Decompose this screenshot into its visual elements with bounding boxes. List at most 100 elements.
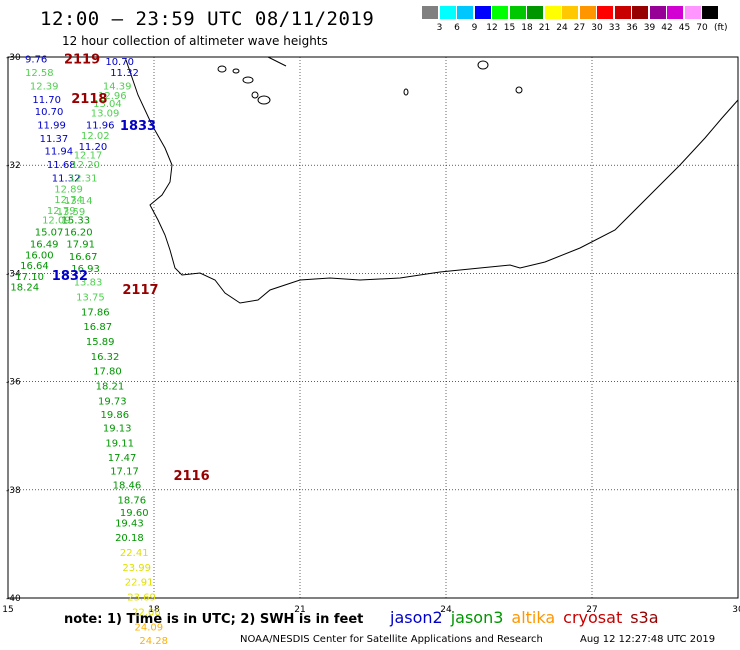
colorbar-label: 33 (608, 23, 621, 33)
colorbar-swatch (702, 6, 718, 19)
pass-label: 2119 (64, 52, 100, 67)
x-tick-label: 27 (586, 605, 597, 615)
legend-entry: cryosat (563, 608, 623, 627)
wave-height-value: 17.17 (110, 467, 139, 478)
wave-height-value: 16.64 (20, 261, 49, 272)
wave-height-value: 15.07 (35, 228, 64, 239)
wave-height-value: 22.06 (132, 607, 161, 618)
colorbar-label: 6 (454, 23, 460, 33)
wave-height-value: 23.69 (127, 593, 156, 604)
x-tick-label: 24 (440, 605, 452, 615)
wave-height-value: 11.20 (79, 142, 108, 153)
wave-height-value: 13.83 (74, 277, 103, 288)
wave-height-value: 16.67 (69, 252, 98, 263)
wave-height-value: 16.87 (83, 322, 112, 333)
pass-label: 2117 (122, 283, 158, 298)
wave-height-value: 18.76 (118, 495, 147, 506)
colorbar-swatch (474, 6, 491, 19)
wave-height-value: 13.09 (91, 109, 120, 120)
wave-height-value: 18.24 (10, 283, 39, 294)
colorbar-swatch (509, 6, 526, 19)
island-outline (232, 68, 240, 74)
y-tick-label: -34 (6, 269, 21, 279)
legend-entry: jason2 (390, 608, 443, 627)
wave-height-value: 10.70 (35, 107, 64, 118)
wave-height-value: 14.39 (103, 81, 132, 92)
wave-height-value: 19.60 (120, 508, 149, 519)
colorbar-swatch (649, 6, 666, 19)
wave-height-value: 11.68 (47, 160, 76, 171)
island-outline (217, 65, 227, 73)
legend-entry: s3a (630, 608, 659, 627)
colorbar-swatch (544, 6, 561, 19)
colorbar-label: 27 (573, 23, 586, 33)
wave-height-value: 13.14 (64, 196, 93, 207)
colorbar-label: 12 (486, 23, 498, 33)
colorbar-label: 24 (556, 23, 568, 33)
wave-height-value: 17.80 (93, 367, 122, 378)
wave-height-value: 12.58 (25, 68, 54, 79)
wave-height-value: 19.73 (98, 396, 127, 407)
colorbar-label: 39 (643, 23, 656, 33)
wave-height-value: 19.86 (100, 410, 129, 421)
colorbar-swatch (597, 6, 613, 19)
legend-entry: altika (511, 608, 556, 627)
wave-height-value: 17.10 (15, 272, 44, 283)
wave-height-value: 12.74 (54, 195, 83, 206)
y-tick-label: -40 (6, 594, 21, 604)
wave-height-value: 15.33 (62, 216, 91, 227)
colorbar-swatch (579, 6, 596, 19)
wave-height-value: 12.02 (81, 131, 110, 142)
wave-height-value: 17.47 (108, 453, 137, 464)
island-outline (242, 76, 254, 84)
wave-height-value: 12.17 (74, 151, 103, 162)
wave-height-value: 19.13 (103, 423, 132, 434)
credit-text: NOAA/NESDIS Center for Satellite Applica… (240, 634, 543, 645)
wave-height-value: 11.70 (32, 95, 61, 106)
wave-height-value: 11.32 (52, 173, 81, 184)
wave-height-value: 22.41 (120, 548, 149, 559)
colorbar-label: 15 (503, 23, 516, 33)
wave-height-value: 10.70 (105, 57, 134, 68)
island-outline (251, 91, 259, 99)
colorbar-swatch (667, 6, 683, 19)
wave-height-value: 11.37 (40, 134, 69, 145)
colorbar-swatch (632, 6, 648, 19)
wave-height-value: 13.04 (93, 99, 122, 110)
wave-height-value: 16.49 (30, 239, 59, 250)
pass-label: 2116 (173, 469, 209, 484)
colorbar-swatch (457, 6, 473, 19)
wave-height-value: 13.59 (57, 207, 86, 218)
colorbar-swatch (684, 6, 701, 19)
colorbar-label: 9 (471, 23, 478, 33)
colorbar-label: 42 (661, 23, 673, 33)
colorbar-swatch (492, 6, 508, 19)
generated-timestamp: Aug 12 12:27:48 UTC 2019 (580, 634, 716, 645)
y-tick-label: -30 (6, 53, 21, 63)
wave-height-value: 17.86 (81, 308, 110, 319)
x-tick-label: 30 (732, 605, 740, 615)
colorbar-swatch (422, 6, 438, 19)
colorbar-label: 21 (538, 23, 551, 33)
x-tick-label: 15 (2, 605, 13, 615)
colorbar-swatch (614, 6, 631, 19)
wave-height-value: 12.39 (30, 81, 59, 92)
island-outline (515, 86, 523, 94)
colorbar-swatch (527, 6, 543, 19)
colorbar-label: 70 (696, 23, 708, 33)
wave-height-value: 18.21 (96, 382, 125, 393)
wave-height-value: 11.99 (37, 120, 66, 131)
colorbar-label: 36 (626, 23, 638, 33)
wave-height-value: 16.32 (91, 352, 120, 363)
wave-height-value: 18.46 (113, 481, 142, 492)
wave-height-value: 16.00 (25, 250, 54, 261)
satellite-legend: jason2 jason3 altika cryosat s3a (390, 608, 667, 627)
footer-note: note: 1) Time is in UTC; 2) SWH is in fe… (64, 612, 364, 627)
wave-height-value: 12.96 (98, 91, 127, 102)
wave-height-value: 24.28 (139, 636, 168, 647)
pass-label: 2118 (71, 92, 107, 107)
coastline (267, 56, 287, 67)
map-title: 12:00 – 23:59 UTC 08/11/2019 (40, 8, 375, 30)
wave-height-value: 16.93 (71, 264, 100, 275)
